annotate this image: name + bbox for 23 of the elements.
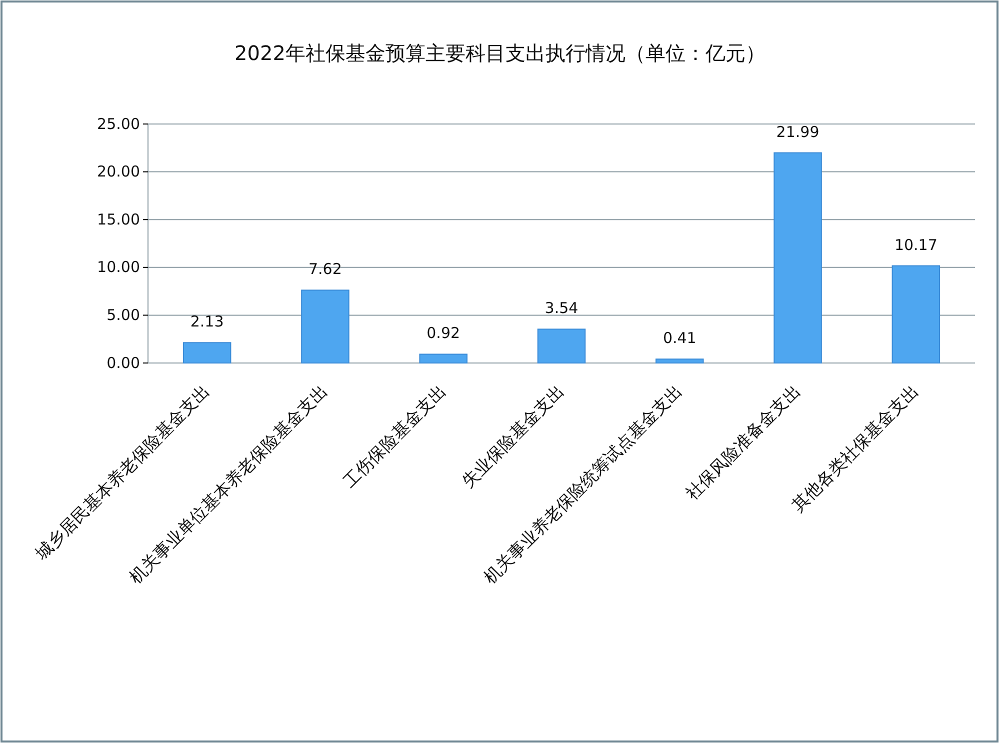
bar [182, 342, 232, 364]
data-label: 10.17 [894, 236, 938, 254]
bar [774, 152, 822, 364]
data-label: 7.62 [308, 260, 342, 278]
y-tick-label: 15.00 [97, 210, 140, 228]
chart-title: 2022年社保基金预算主要科目支出执行情况（单位：亿元） [234, 41, 766, 65]
bar [892, 265, 940, 364]
y-tick-label: 25.00 [97, 114, 140, 133]
y-tick-label: 0.00 [106, 354, 140, 372]
y-tick-label: 5.00 [106, 306, 140, 324]
data-label: 2.13 [190, 312, 224, 331]
data-label: 21.99 [776, 122, 820, 141]
x-tick-label: 失业保险基金支出 [458, 382, 568, 492]
bar [301, 290, 350, 364]
data-label: 0.41 [662, 329, 696, 348]
y-tick-label: 20.00 [97, 162, 140, 181]
data-label: 0.92 [426, 324, 460, 342]
bar [419, 354, 468, 364]
y-tick-label: 10.00 [97, 258, 140, 276]
bar [656, 358, 704, 364]
bar [537, 328, 586, 364]
data-label: 3.54 [544, 299, 578, 318]
x-tick-label: 工伤保险基金支出 [340, 382, 450, 492]
